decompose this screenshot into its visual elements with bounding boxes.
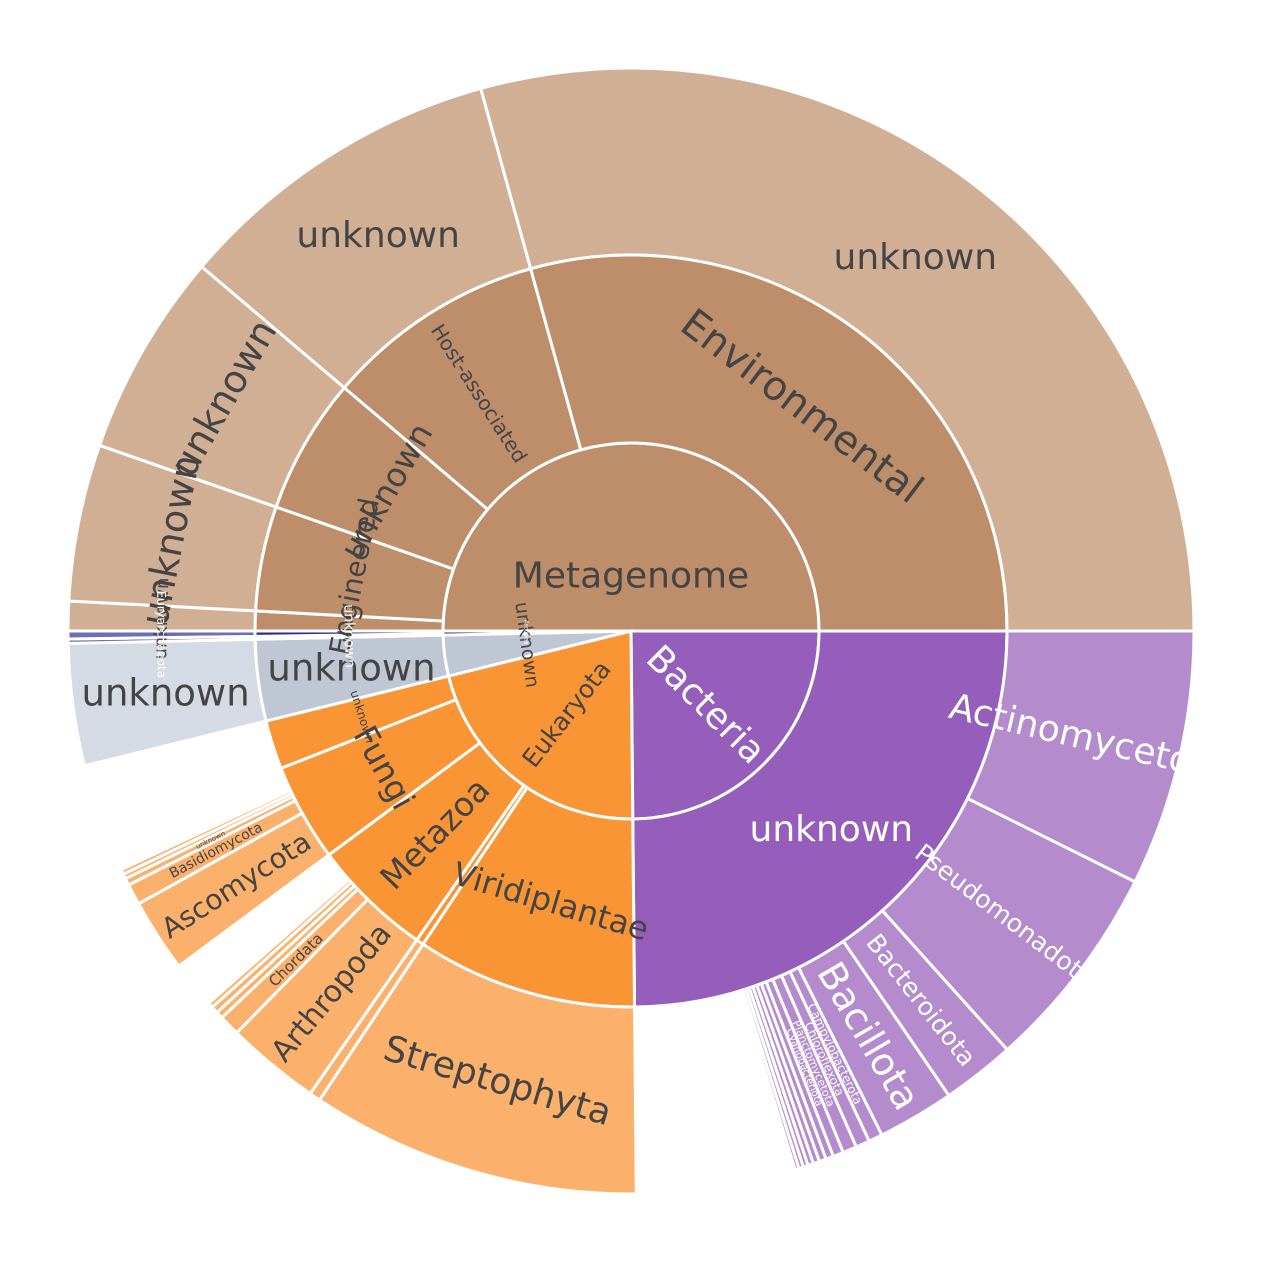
sector-ao_eury[interactable] [66, 629, 257, 641]
sector-eo_f2[interactable] [119, 788, 294, 877]
sector-mo_env[interactable] [478, 66, 1196, 633]
label-uo_unk: unknown [82, 671, 250, 714]
label-d_meta: Metagenome [513, 556, 749, 597]
sunburst-sectors [66, 66, 1196, 1196]
label-mo_host: unknown [296, 215, 460, 256]
label-u_unk: unknown [267, 647, 435, 690]
label-ao_eury: Euryarchaeota [154, 590, 169, 678]
label-d_arc: Archaea [522, 620, 529, 645]
label-m_mixed: Mixed [341, 604, 357, 643]
label-a_unk: unknown [340, 604, 357, 668]
label-mo_mixed: unknown [150, 577, 173, 659]
label-b_unk: unknown [750, 809, 914, 850]
sector-eo_m3[interactable] [206, 877, 354, 1010]
label-mo_env: unknown [834, 237, 998, 278]
sector-bo_s7[interactable] [738, 988, 801, 1172]
